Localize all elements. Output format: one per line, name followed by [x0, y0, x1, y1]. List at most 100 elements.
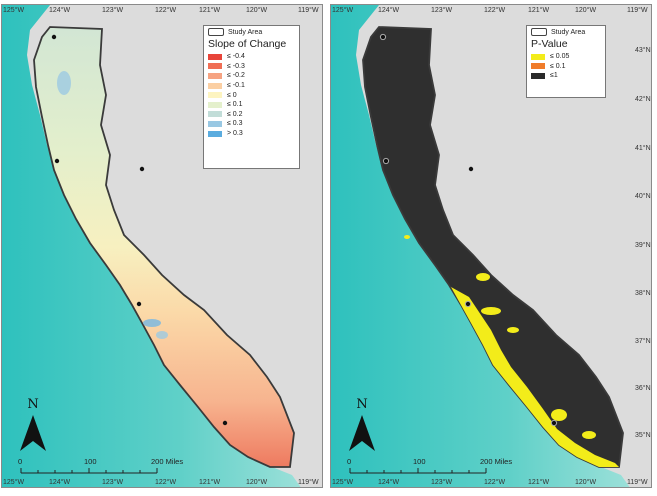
study-area	[33, 26, 295, 468]
legend-title: P-Value	[531, 38, 568, 50]
city-point	[464, 300, 472, 308]
city-point	[382, 157, 390, 165]
legend-label: > 0.3	[227, 130, 243, 138]
legend-swatch	[208, 82, 222, 89]
scale-bar: 0 100 200 Miles	[347, 457, 512, 475]
legend-swatch	[208, 120, 222, 127]
lon-tick-top: 124°W	[49, 7, 71, 14]
city-point	[51, 34, 57, 40]
north-arrow-icon	[20, 415, 46, 451]
legend-swatch	[208, 130, 222, 137]
lon-tick-bottom: 119°W	[298, 479, 319, 486]
legend-swatch	[208, 53, 222, 60]
lon-tick-top: 125°W	[3, 7, 25, 14]
scale-label: 200 Miles	[151, 457, 184, 466]
legend-entry: ≤ -0.2	[204, 71, 299, 81]
lon-tick-bottom: 123°W	[431, 479, 453, 486]
legend-entry: > 0.3	[204, 129, 299, 139]
lat-tick: 38°N	[635, 290, 651, 297]
significant-area	[404, 235, 410, 239]
city-point	[222, 420, 228, 426]
study-area-swatch	[531, 28, 547, 36]
positive-slope-patch	[156, 331, 168, 339]
significant-area	[476, 273, 490, 281]
scale-bar: 0 100 200 Miles	[18, 457, 183, 475]
legend-swatch	[531, 53, 545, 60]
legend: Study Area Slope of Change ≤ -0.4 ≤ -0.3…	[203, 25, 300, 169]
lon-tick-top: 122°W	[155, 7, 177, 14]
north-arrow-icon	[349, 415, 375, 451]
lat-tick: 43°N	[635, 47, 651, 54]
lon-tick-bottom: 121°W	[528, 479, 550, 486]
lon-tick-top: 124°W	[378, 7, 400, 14]
north-label: N	[27, 397, 39, 412]
legend: Study Area P-Value ≤ 0.05 ≤ 0.1 ≤1	[526, 25, 606, 98]
lon-tick-bottom: 120°W	[246, 479, 268, 486]
legend-entry: ≤ 0.1	[204, 100, 299, 110]
legend-study-area: Study Area	[204, 26, 299, 38]
legend-entry: ≤ 0.05	[527, 52, 605, 62]
lon-tick-top: 120°W	[575, 7, 597, 14]
lat-tick: 39°N	[635, 242, 651, 249]
significant-area	[551, 409, 567, 421]
legend-label: ≤ -0.3	[227, 62, 245, 70]
lon-tick-top: 123°W	[102, 7, 124, 14]
lon-tick-bottom: 125°W	[3, 479, 25, 486]
lat-tick: 36°N	[635, 385, 651, 392]
legend-label: ≤ 0	[227, 91, 237, 99]
legend-label: ≤ 0.05	[550, 53, 570, 61]
legend-swatch	[531, 72, 545, 79]
city-point	[139, 166, 145, 172]
city-point	[468, 166, 474, 172]
significant-area	[582, 431, 596, 439]
lon-tick-top: 119°W	[298, 7, 319, 14]
significant-area	[507, 327, 519, 333]
slope-of-change-map: 125°W 124°W 123°W 122°W 121°W 120°W 119°…	[1, 4, 323, 488]
legend-entry: ≤ 0	[204, 90, 299, 100]
lon-tick-bottom: 119°W	[627, 479, 648, 486]
city-point	[379, 33, 387, 41]
legend-label: ≤ 0.1	[550, 62, 566, 70]
legend-entry: ≤1	[527, 71, 605, 81]
legend-swatch	[208, 92, 222, 99]
lon-tick-top: 121°W	[528, 7, 550, 14]
positive-slope-patch	[57, 71, 71, 95]
lat-tick: 40°N	[635, 193, 651, 200]
legend-study-area: Study Area	[527, 26, 605, 38]
lon-tick-bottom: 125°W	[332, 479, 354, 486]
p-value-map: 125°W 124°W 123°W 122°W 121°W 120°W 119°…	[330, 4, 652, 488]
lon-tick-bottom: 121°W	[199, 479, 221, 486]
legend-title: Slope of Change	[208, 38, 287, 50]
lon-tick-bottom: 123°W	[102, 479, 124, 486]
lat-tick: 35°N	[635, 432, 651, 439]
legend-label: ≤ -0.4	[227, 53, 245, 61]
legend-swatch	[208, 63, 222, 70]
legend-entry: ≤ -0.4	[204, 52, 299, 62]
legend-swatch	[531, 63, 545, 70]
lon-tick-top: 121°W	[199, 7, 221, 14]
city-point	[54, 158, 60, 164]
lon-tick-top: 120°W	[246, 7, 268, 14]
scale-label: 0	[347, 457, 352, 466]
lon-tick-top: 125°W	[332, 7, 354, 14]
lon-tick-top: 123°W	[431, 7, 453, 14]
legend-label: ≤ -0.2	[227, 72, 245, 80]
city-point	[136, 301, 142, 307]
north-arrow: N	[347, 397, 377, 453]
legend-entry: ≤ 0.3	[204, 119, 299, 129]
legend-label: ≤ 0.3	[227, 120, 243, 128]
north-arrow: N	[18, 397, 48, 453]
city-point	[550, 419, 558, 427]
lon-tick-bottom: 124°W	[378, 479, 400, 486]
scale-label: 100	[84, 457, 97, 466]
study-area-label: Study Area	[551, 28, 586, 36]
north-label: N	[356, 397, 368, 412]
lon-tick-bottom: 122°W	[484, 479, 506, 486]
significant-area	[481, 307, 501, 315]
study-area-swatch	[208, 28, 224, 36]
scale-bar-line	[349, 468, 487, 474]
study-area-label: Study Area	[228, 28, 263, 36]
legend-entry: ≤ 0.1	[527, 62, 605, 72]
legend-entry: ≤ -0.1	[204, 81, 299, 91]
lon-tick-top: 119°W	[627, 7, 648, 14]
